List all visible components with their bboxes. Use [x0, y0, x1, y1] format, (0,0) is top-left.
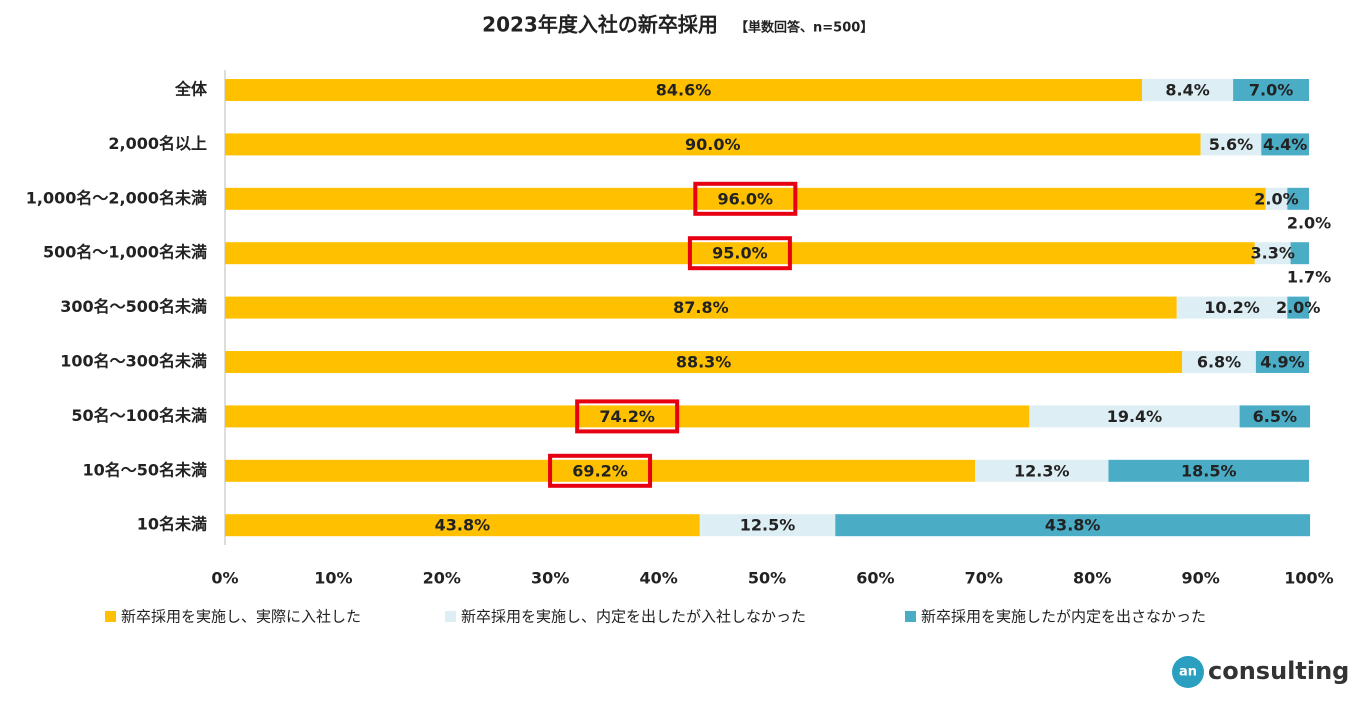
legend-swatch	[445, 611, 456, 622]
y-tick-label: 500名～1,000名未満	[43, 243, 207, 262]
x-tick-label: 80%	[1073, 569, 1111, 588]
legend-swatch	[905, 611, 916, 622]
y-tick-label: 300名～500名未満	[60, 297, 207, 316]
legend-label: 新卒採用を実施し、実際に入社した	[121, 608, 361, 626]
value-label: 43.8%	[1045, 516, 1101, 535]
bar-segment	[225, 459, 976, 482]
value-label: 7.0%	[1249, 81, 1293, 100]
bar-segment	[225, 405, 1030, 428]
value-label: 43.8%	[435, 516, 491, 535]
x-tick-label: 60%	[856, 569, 894, 588]
bar-segment	[1265, 187, 1288, 210]
value-label: 96.0%	[718, 189, 774, 208]
value-label: 4.9%	[1260, 353, 1304, 372]
bar-segment	[1239, 405, 1311, 428]
bar-segment	[1108, 459, 1309, 482]
x-tick-label: 20%	[423, 569, 461, 588]
bar-segment	[699, 514, 836, 537]
bar-segment	[225, 351, 1183, 373]
bar-segment	[225, 133, 1201, 156]
legend-label: 新卒採用を実施したが内定を出さなかった	[921, 608, 1206, 626]
y-tick-label: 100名～300名未満	[60, 352, 207, 371]
value-label: 4.4%	[1263, 135, 1307, 154]
bar-segment	[1182, 351, 1256, 373]
value-label: 2.0%	[1254, 189, 1298, 208]
x-tick-label: 30%	[531, 569, 569, 588]
chart-title: 2023年度入社の新卒採用	[482, 13, 718, 37]
value-label: 2.0%	[1287, 213, 1331, 232]
value-label: 8.4%	[1165, 81, 1209, 100]
logo-mark: an	[1179, 665, 1197, 680]
bar-segment	[225, 242, 1255, 265]
logo-circle	[1172, 656, 1204, 688]
x-tick-label: 10%	[314, 569, 352, 588]
value-label: 90.0%	[685, 135, 741, 154]
value-label: 3.3%	[1250, 244, 1294, 263]
logo-text: consulting	[1208, 657, 1349, 685]
highlight-box	[548, 453, 653, 488]
value-label: 88.3%	[676, 353, 732, 372]
value-label: 69.2%	[572, 461, 628, 480]
value-label: 2.0%	[1276, 298, 1320, 317]
bar-segment	[1142, 79, 1234, 101]
value-label: 1.7%	[1287, 268, 1331, 287]
legend-label: 新卒採用を実施し、内定を出したが入社しなかった	[461, 608, 806, 626]
y-tick-label: 10名～50名未満	[82, 460, 207, 479]
bar-segment	[225, 79, 1143, 101]
value-label: 84.6%	[656, 81, 712, 100]
bar-segment	[1255, 351, 1309, 373]
logo: an consulting	[1172, 656, 1349, 688]
bar-segment	[975, 459, 1109, 482]
bar-segment	[1029, 405, 1240, 428]
y-tick-label: 全体	[174, 80, 208, 99]
bar-segment	[1200, 133, 1262, 156]
bar-segment	[225, 296, 1177, 319]
bar-segment	[835, 514, 1311, 537]
highlight-box	[575, 399, 680, 434]
y-tick-label: 2,000名以上	[108, 134, 207, 153]
bar-segment	[1254, 242, 1291, 265]
value-label: 6.5%	[1253, 407, 1297, 426]
x-tick-label: 40%	[639, 569, 677, 588]
bar-segment	[225, 514, 700, 537]
bar-segment	[225, 187, 1266, 210]
y-tick-label: 50名～100名未満	[71, 406, 207, 425]
legend-swatch	[105, 611, 116, 622]
bar-segment	[1287, 187, 1309, 210]
value-label: 12.5%	[740, 516, 796, 535]
y-tick-label: 10名未満	[137, 515, 207, 534]
value-label: 74.2%	[599, 407, 655, 426]
value-label: 18.5%	[1181, 461, 1237, 480]
value-label: 10.2%	[1204, 298, 1260, 317]
highlight-box	[693, 181, 798, 216]
bar-segment	[1290, 242, 1309, 265]
bar-segment	[1287, 296, 1309, 319]
x-tick-label: 0%	[211, 569, 238, 588]
chart-subtitle: 【単数回答、n=500】	[735, 20, 873, 36]
x-tick-label: 90%	[1181, 569, 1219, 588]
value-label: 87.8%	[673, 298, 729, 317]
x-tick-label: 100%	[1284, 569, 1333, 588]
value-label: 19.4%	[1107, 407, 1163, 426]
highlight-box	[687, 236, 792, 271]
value-label: 5.6%	[1209, 135, 1253, 154]
value-label: 95.0%	[712, 244, 768, 263]
value-label: 12.3%	[1014, 461, 1070, 480]
x-tick-label: 70%	[965, 569, 1003, 588]
x-tick-label: 50%	[748, 569, 786, 588]
value-label: 6.8%	[1197, 353, 1241, 372]
y-tick-label: 1,000名～2,000名未満	[26, 188, 207, 207]
bar-segment	[1233, 79, 1309, 101]
bar-segment	[1261, 133, 1309, 156]
bar-segment	[1176, 296, 1288, 319]
